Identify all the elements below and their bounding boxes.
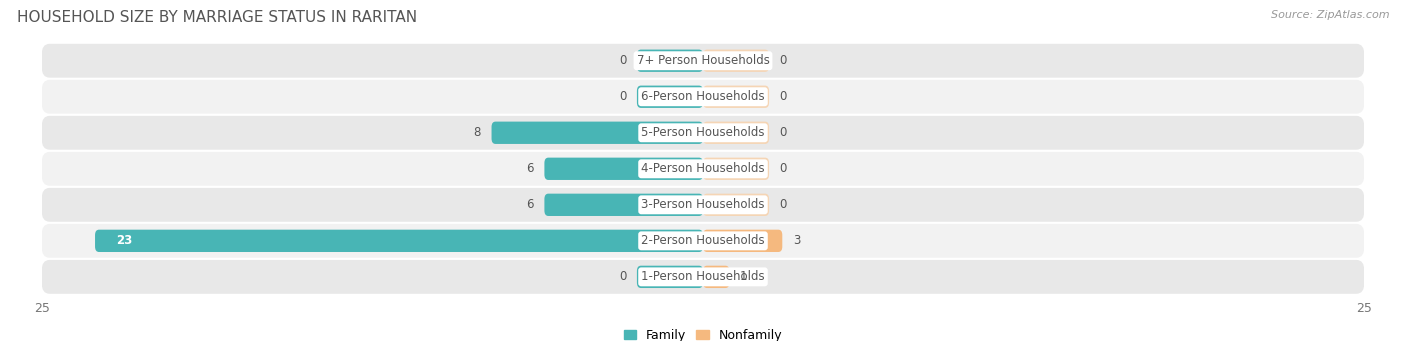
- Text: 0: 0: [780, 90, 787, 103]
- Text: 0: 0: [619, 270, 626, 283]
- Legend: Family, Nonfamily: Family, Nonfamily: [619, 324, 787, 341]
- FancyBboxPatch shape: [637, 49, 703, 72]
- FancyBboxPatch shape: [703, 86, 769, 108]
- FancyBboxPatch shape: [96, 230, 703, 252]
- Text: 3: 3: [793, 234, 800, 247]
- FancyBboxPatch shape: [703, 122, 769, 144]
- Text: 2-Person Households: 2-Person Households: [641, 234, 765, 247]
- Text: Source: ZipAtlas.com: Source: ZipAtlas.com: [1271, 10, 1389, 20]
- Text: 6: 6: [526, 162, 534, 175]
- FancyBboxPatch shape: [703, 49, 769, 72]
- Text: 4-Person Households: 4-Person Households: [641, 162, 765, 175]
- Text: 0: 0: [780, 54, 787, 67]
- Text: 6: 6: [526, 198, 534, 211]
- FancyBboxPatch shape: [544, 194, 703, 216]
- Text: HOUSEHOLD SIZE BY MARRIAGE STATUS IN RARITAN: HOUSEHOLD SIZE BY MARRIAGE STATUS IN RAR…: [17, 10, 418, 25]
- Text: 5-Person Households: 5-Person Households: [641, 126, 765, 139]
- FancyBboxPatch shape: [637, 86, 703, 108]
- Text: 3-Person Households: 3-Person Households: [641, 198, 765, 211]
- Text: 0: 0: [619, 90, 626, 103]
- Text: 0: 0: [780, 162, 787, 175]
- Text: 0: 0: [619, 54, 626, 67]
- Text: 1: 1: [740, 270, 748, 283]
- FancyBboxPatch shape: [492, 122, 703, 144]
- FancyBboxPatch shape: [42, 188, 1364, 222]
- Text: 0: 0: [780, 198, 787, 211]
- Text: 6-Person Households: 6-Person Households: [641, 90, 765, 103]
- FancyBboxPatch shape: [42, 224, 1364, 258]
- Text: 8: 8: [474, 126, 481, 139]
- FancyBboxPatch shape: [703, 230, 782, 252]
- FancyBboxPatch shape: [637, 266, 703, 288]
- Text: 7+ Person Households: 7+ Person Households: [637, 54, 769, 67]
- FancyBboxPatch shape: [42, 44, 1364, 78]
- Text: 1-Person Households: 1-Person Households: [641, 270, 765, 283]
- FancyBboxPatch shape: [703, 266, 730, 288]
- FancyBboxPatch shape: [703, 194, 769, 216]
- FancyBboxPatch shape: [42, 152, 1364, 186]
- FancyBboxPatch shape: [544, 158, 703, 180]
- FancyBboxPatch shape: [42, 116, 1364, 150]
- Text: 23: 23: [117, 234, 132, 247]
- FancyBboxPatch shape: [42, 80, 1364, 114]
- FancyBboxPatch shape: [42, 260, 1364, 294]
- Text: 0: 0: [780, 126, 787, 139]
- FancyBboxPatch shape: [703, 158, 769, 180]
